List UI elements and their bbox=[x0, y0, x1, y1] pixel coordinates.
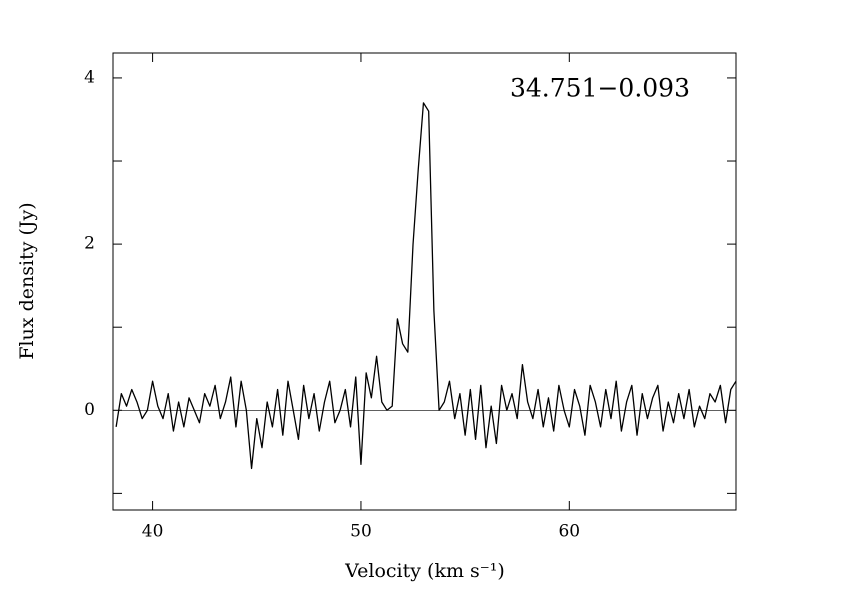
spectrum-line bbox=[115, 102, 737, 470]
y-tick-label: 2 bbox=[84, 234, 95, 254]
plot-frame bbox=[112, 52, 737, 511]
y-tick-label: 0 bbox=[84, 400, 95, 420]
annotation: 34.751−0.093 bbox=[510, 74, 690, 103]
x-tick-label: 60 bbox=[558, 522, 580, 542]
y-axis-label: Flux density (Jy) bbox=[16, 202, 38, 359]
y-tick-label: 4 bbox=[84, 67, 95, 87]
x-tick-label: 40 bbox=[142, 522, 164, 542]
x-axis-label: Velocity (km s⁻¹) bbox=[344, 560, 505, 582]
x-tick-label: 50 bbox=[350, 522, 372, 542]
